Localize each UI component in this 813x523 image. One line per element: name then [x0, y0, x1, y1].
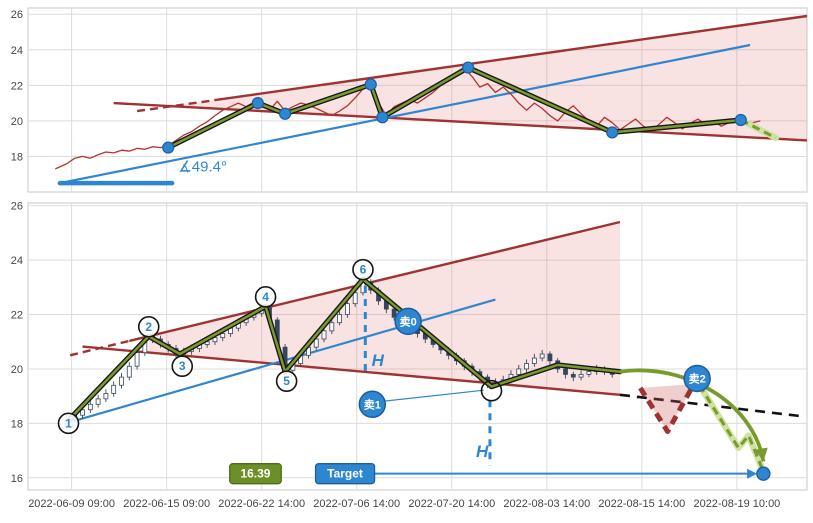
target-label-badge[interactable]: Target	[314, 463, 376, 485]
pivot-number-marker[interactable]: 3	[171, 355, 194, 378]
bottom-y-tick-label: 16	[11, 473, 23, 485]
pivot-dot[interactable]	[364, 78, 377, 91]
bottom-y-tick-label: 24	[11, 255, 23, 267]
top-y-tick-label: 20	[11, 116, 23, 128]
bottom-y-tick-label: 22	[11, 310, 23, 322]
pivot-dot[interactable]	[376, 111, 389, 124]
height-label: H	[476, 442, 489, 461]
top-support-trendline	[59, 43, 751, 185]
sell-marker-1[interactable]: 卖1	[358, 390, 387, 419]
x-axis-label: 2022-07-20 14:00	[408, 498, 495, 510]
pivot-number-marker[interactable]: 4	[254, 286, 277, 308]
pivot-dot[interactable]	[606, 126, 619, 139]
pivot-number-marker[interactable]: 2	[137, 315, 160, 338]
sell-marker-2[interactable]: 卖2	[683, 364, 711, 393]
pivot-number-label: 2	[145, 320, 152, 334]
projection-zigzag	[698, 384, 764, 471]
top-upper-trendline	[214, 14, 808, 102]
pivot-dot[interactable]	[278, 107, 292, 120]
pivot-number-label: 3	[179, 359, 186, 373]
x-axis-labels: 2022-06-09 09:00 2022-06-15 09:00 2022-06-…	[28, 498, 780, 510]
sell-marker-label: 卖0	[400, 314, 417, 328]
red-v-fill	[640, 383, 694, 432]
target-dot[interactable]	[756, 466, 771, 481]
red-v-projection	[638, 382, 697, 434]
pivot-number-marker[interactable]: 6	[352, 258, 374, 281]
badge-label: Target	[327, 467, 363, 481]
top-y-tick-label: 22	[11, 80, 23, 92]
top-y-tick-label: 24	[11, 45, 23, 57]
pivot-number-marker[interactable]: 5	[275, 370, 298, 392]
sell1-connector-line	[385, 389, 484, 402]
pivot-number-label: 5	[283, 374, 290, 388]
pivot-number-label: 1	[65, 416, 72, 430]
x-axis-label: 2022-08-03 14:00	[503, 498, 590, 510]
x-axis-label: 2022-07-06 14:00	[313, 498, 400, 510]
pivot-number-marker[interactable]: 1	[57, 412, 80, 435]
bottom-upper-trendline	[129, 220, 621, 343]
sell-marker-0[interactable]: 卖0	[394, 307, 422, 336]
x-axis-label: 2022-08-19 10:00	[693, 498, 780, 510]
x-axis-label: 2022-06-22 14:00	[218, 498, 305, 510]
top-lower-trendline	[113, 101, 808, 142]
angle-label: ∡49.4°	[178, 159, 227, 176]
top-y-tick-label: 26	[11, 9, 23, 21]
target-arrowhead	[747, 468, 758, 479]
x-axis-label: 2022-08-15 14:00	[598, 498, 685, 510]
x-axis-label: 2022-06-09 09:00	[28, 498, 115, 510]
pivot-number-label: 4	[262, 290, 269, 304]
bottom-y-tick-label: 18	[11, 418, 23, 430]
sell-marker-label: 卖2	[689, 371, 706, 385]
sell-marker-label: 卖1	[364, 397, 381, 411]
pivot-dot[interactable]	[734, 113, 747, 127]
bottom-lower-trendline	[82, 345, 621, 396]
target-price-badge[interactable]: 16.39	[229, 463, 282, 485]
pivot-number-label: 6	[360, 263, 367, 277]
x-axis-label: 2022-06-15 09:00	[123, 498, 210, 510]
badge-label: 16.39	[240, 467, 270, 481]
bottom-y-tick-label: 20	[11, 364, 23, 376]
bottom-plot-area	[27, 202, 808, 491]
pivot-dot[interactable]	[251, 97, 264, 110]
top-y-tick-label: 18	[11, 151, 23, 163]
top-panel: 18 20 22 24 26 ∡49.4°	[11, 7, 808, 193]
sell-path-arrow	[619, 368, 766, 462]
height-label: H	[372, 351, 385, 370]
projection-zigzag	[740, 118, 777, 140]
bottom-y-tick-label: 26	[11, 201, 23, 213]
top-grid	[28, 8, 807, 192]
pivot-dot[interactable]	[462, 61, 475, 74]
breakout-circle[interactable]	[480, 379, 503, 402]
top-plot-area	[27, 7, 808, 193]
sell-path-arrowhead	[754, 447, 768, 462]
pivot-dot[interactable]	[162, 141, 175, 154]
